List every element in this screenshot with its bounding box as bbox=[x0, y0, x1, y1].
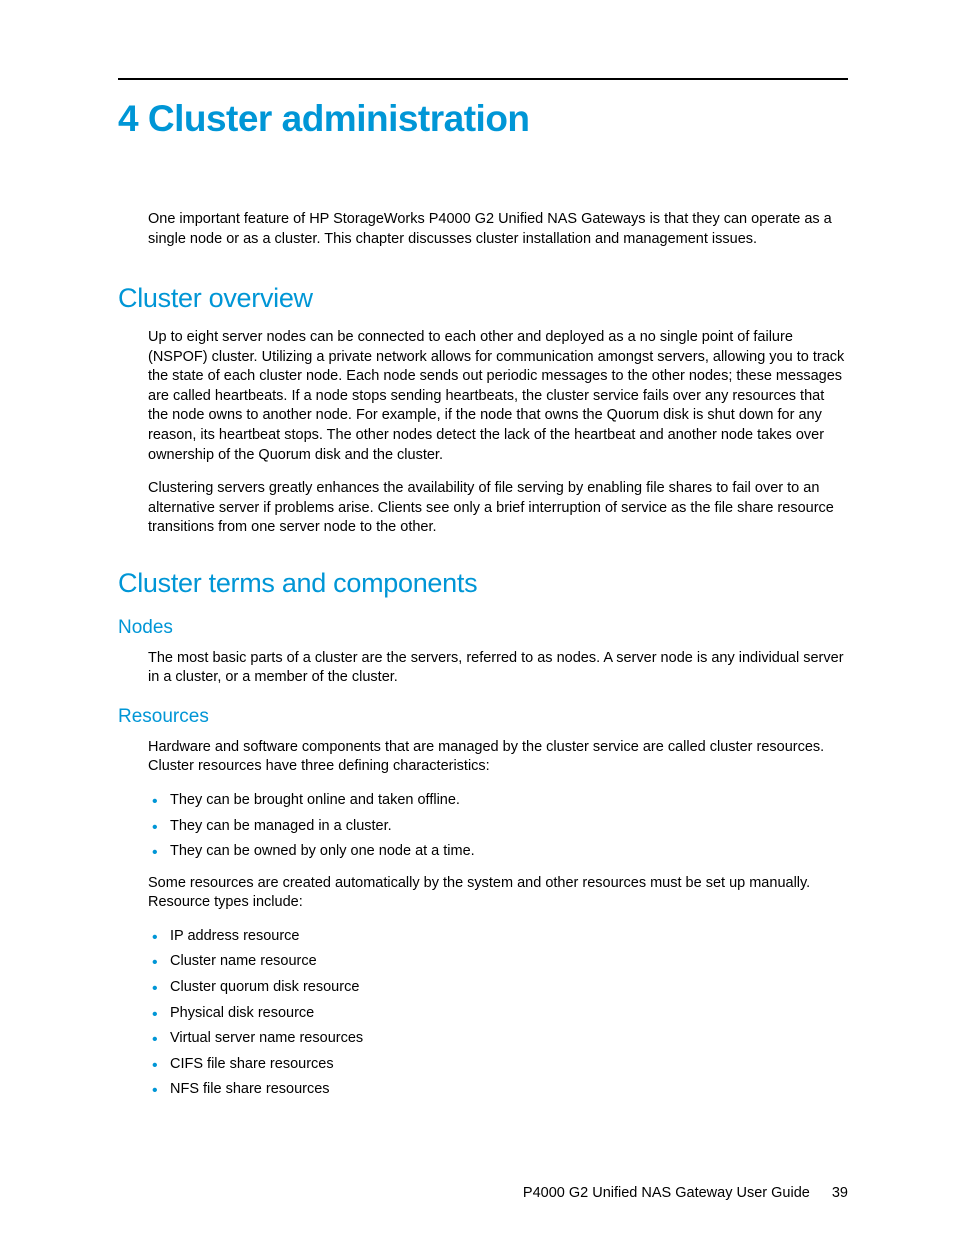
list-item: Cluster quorum disk resource bbox=[148, 978, 848, 998]
resource-types-list: IP address resource Cluster name resourc… bbox=[148, 927, 848, 1100]
footer-doc-title: P4000 G2 Unified NAS Gateway User Guide bbox=[523, 1185, 810, 1201]
chapter-intro: One important feature of HP StorageWorks… bbox=[148, 210, 848, 249]
chapter-title: 4 Cluster administration bbox=[118, 98, 848, 140]
overview-paragraph-1: Up to eight server nodes can be connecte… bbox=[148, 328, 848, 465]
resources-characteristics-list: They can be brought online and taken off… bbox=[148, 791, 848, 862]
footer-page-number: 39 bbox=[832, 1185, 848, 1201]
list-item: They can be brought online and taken off… bbox=[148, 791, 848, 811]
list-item: Cluster name resource bbox=[148, 952, 848, 972]
list-item: Virtual server name resources bbox=[148, 1029, 848, 1049]
nodes-paragraph: The most basic parts of a cluster are th… bbox=[148, 649, 848, 688]
list-item: Physical disk resource bbox=[148, 1004, 848, 1024]
list-item: NFS file share resources bbox=[148, 1080, 848, 1100]
heading-resources: Resources bbox=[118, 706, 848, 728]
heading-cluster-terms: Cluster terms and components bbox=[118, 568, 848, 599]
overview-paragraph-2: Clustering servers greatly enhances the … bbox=[148, 479, 848, 538]
list-item: They can be owned by only one node at a … bbox=[148, 842, 848, 862]
resources-paragraph-2: Some resources are created automatically… bbox=[148, 874, 848, 913]
list-item: CIFS file share resources bbox=[148, 1055, 848, 1075]
list-item: IP address resource bbox=[148, 927, 848, 947]
list-item: They can be managed in a cluster. bbox=[148, 817, 848, 837]
resources-paragraph-1: Hardware and software components that ar… bbox=[148, 738, 848, 777]
heading-nodes: Nodes bbox=[118, 617, 848, 639]
heading-cluster-overview: Cluster overview bbox=[118, 283, 848, 314]
page-container: 4 Cluster administration One important f… bbox=[0, 0, 954, 1100]
top-rule bbox=[118, 78, 848, 80]
page-footer: P4000 G2 Unified NAS Gateway User Guide … bbox=[523, 1185, 848, 1201]
